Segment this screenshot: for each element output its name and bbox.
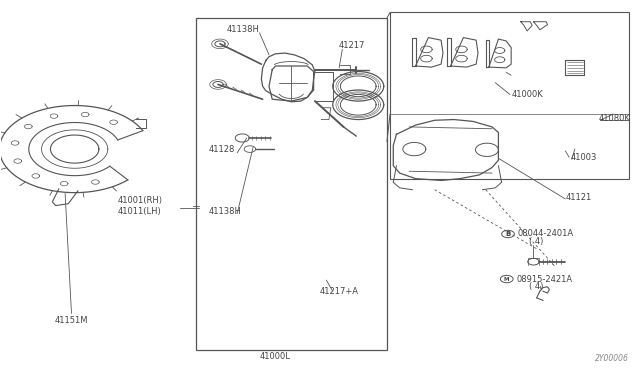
Text: 41000L: 41000L — [260, 352, 291, 361]
Text: 41080K: 41080K — [599, 114, 631, 123]
Text: 41001(RH): 41001(RH) — [117, 196, 163, 205]
Text: 41138H: 41138H — [209, 207, 241, 217]
Text: 41128: 41128 — [209, 145, 235, 154]
Text: 41217: 41217 — [339, 41, 365, 50]
Text: 2Y00006: 2Y00006 — [595, 354, 629, 363]
Text: 41217+A: 41217+A — [320, 287, 359, 296]
Text: 08915-2421A: 08915-2421A — [516, 275, 572, 283]
Text: 41003: 41003 — [570, 153, 597, 162]
Text: 41138H: 41138H — [227, 25, 259, 33]
Text: ( 4): ( 4) — [529, 282, 543, 291]
Text: 41151M: 41151M — [55, 316, 88, 325]
Text: M: M — [504, 276, 509, 282]
Text: 41011(LH): 41011(LH) — [117, 207, 161, 217]
Bar — [390, 13, 629, 179]
Text: B: B — [506, 231, 511, 237]
Text: 08044-2401A: 08044-2401A — [518, 230, 573, 238]
Text: 41121: 41121 — [565, 193, 591, 202]
Text: 41000K: 41000K — [511, 90, 543, 99]
Text: ( 4): ( 4) — [529, 237, 543, 246]
Bar — [196, 18, 387, 350]
